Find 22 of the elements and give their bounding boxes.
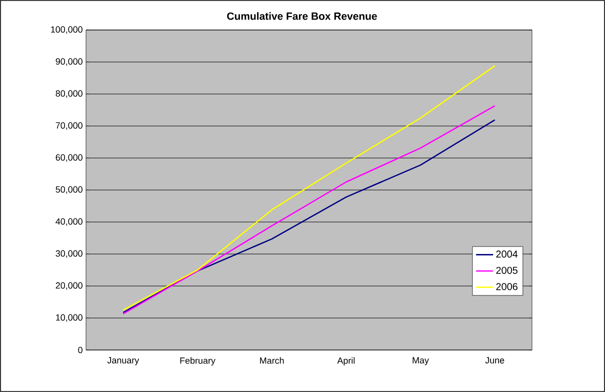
legend-label: 2005: [496, 266, 518, 274]
chart-title: Cumulative Fare Box Revenue: [227, 12, 377, 20]
y-tick-label: 70,000: [56, 122, 82, 130]
x-tick-label: February: [180, 357, 216, 366]
y-tick-label: 40,000: [56, 218, 82, 226]
legend-label: 2006: [496, 283, 518, 290]
y-tick-label: 0: [78, 346, 82, 354]
y-tick-label: 80,000: [56, 90, 82, 98]
legend-label: 2004: [496, 250, 518, 258]
x-tick-label: May: [412, 357, 429, 366]
y-tick-label: 100,000: [51, 26, 82, 34]
y-tick-label: 50,000: [56, 186, 82, 194]
x-tick-label: April: [337, 357, 355, 366]
line-series: [122, 65, 496, 311]
y-tick-label: 60,000: [56, 154, 82, 162]
x-tick-label: March: [260, 357, 284, 364]
y-tick-label: 90,000: [56, 58, 82, 66]
y-tick-label: 30,000: [56, 250, 82, 258]
x-tick-label: June: [485, 357, 504, 364]
x-tick-label: January: [107, 357, 140, 366]
y-tick-label: 10,000: [56, 314, 82, 322]
y-tick-label: 20,000: [56, 282, 82, 290]
